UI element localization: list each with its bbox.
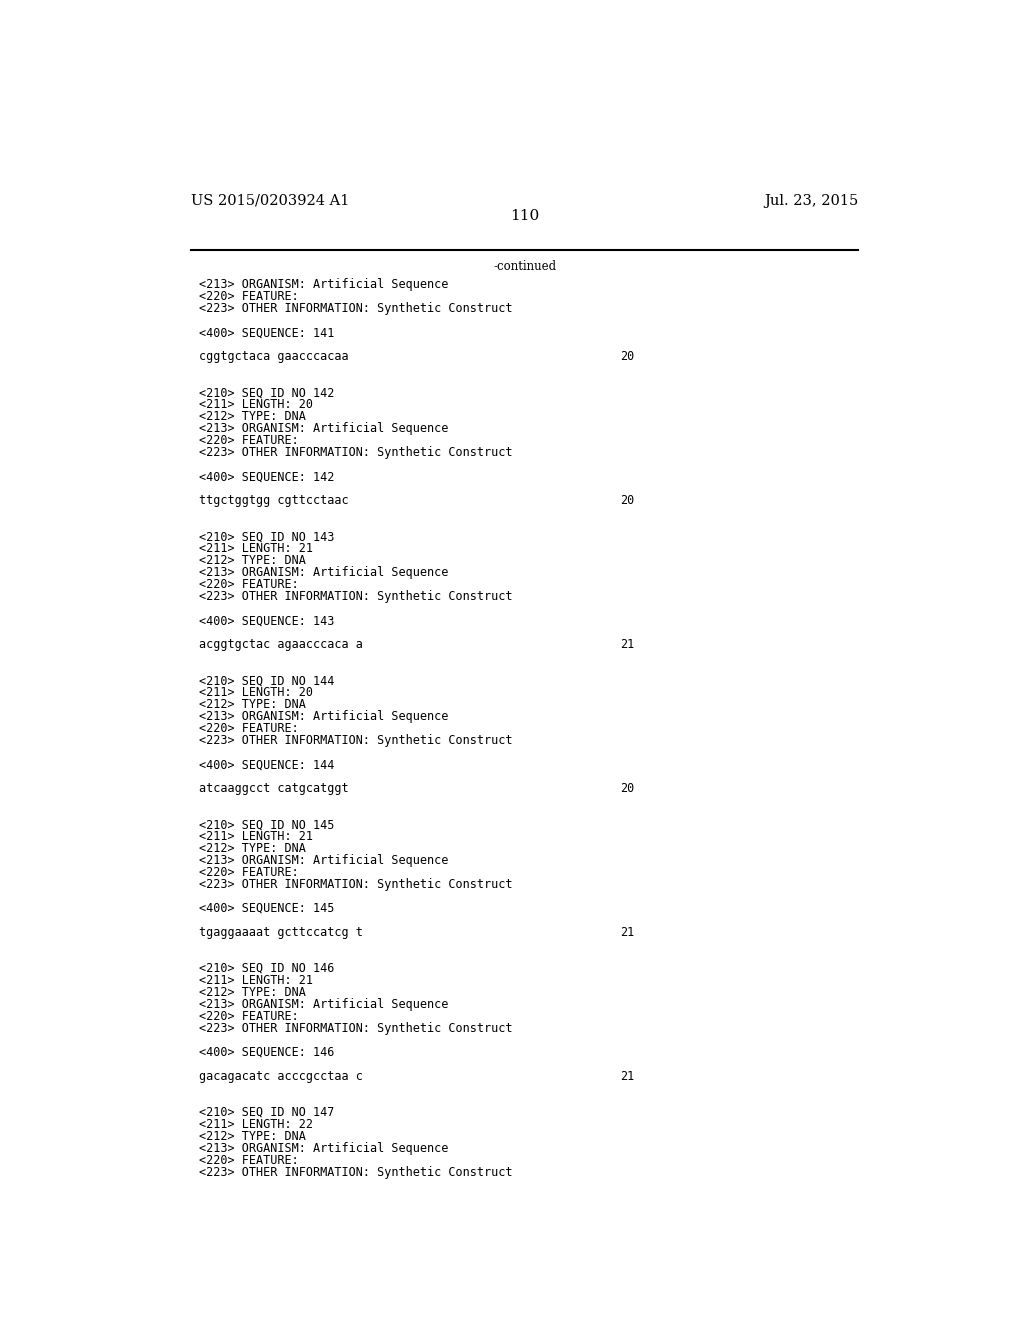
Text: <211> LENGTH: 21: <211> LENGTH: 21 xyxy=(200,974,313,987)
Text: <213> ORGANISM: Artificial Sequence: <213> ORGANISM: Artificial Sequence xyxy=(200,566,449,579)
Text: <213> ORGANISM: Artificial Sequence: <213> ORGANISM: Artificial Sequence xyxy=(200,998,449,1011)
Text: <212> TYPE: DNA: <212> TYPE: DNA xyxy=(200,842,306,855)
Text: <210> SEQ ID NO 143: <210> SEQ ID NO 143 xyxy=(200,531,335,544)
Text: <212> TYPE: DNA: <212> TYPE: DNA xyxy=(200,1130,306,1143)
Text: <220> FEATURE:: <220> FEATURE: xyxy=(200,1010,299,1023)
Text: <220> FEATURE:: <220> FEATURE: xyxy=(200,1154,299,1167)
Text: <220> FEATURE:: <220> FEATURE: xyxy=(200,866,299,879)
Text: <220> FEATURE:: <220> FEATURE: xyxy=(200,290,299,304)
Text: <212> TYPE: DNA: <212> TYPE: DNA xyxy=(200,698,306,711)
Text: <213> ORGANISM: Artificial Sequence: <213> ORGANISM: Artificial Sequence xyxy=(200,279,449,292)
Text: gacagacatc acccgcctaa c: gacagacatc acccgcctaa c xyxy=(200,1071,364,1082)
Text: <211> LENGTH: 22: <211> LENGTH: 22 xyxy=(200,1118,313,1131)
Text: 21: 21 xyxy=(620,1071,634,1082)
Text: <223> OTHER INFORMATION: Synthetic Construct: <223> OTHER INFORMATION: Synthetic Const… xyxy=(200,446,513,459)
Text: ttgctggtgg cgttcctaac: ttgctggtgg cgttcctaac xyxy=(200,494,349,507)
Text: <400> SEQUENCE: 143: <400> SEQUENCE: 143 xyxy=(200,614,335,627)
Text: 110: 110 xyxy=(510,210,540,223)
Text: US 2015/0203924 A1: US 2015/0203924 A1 xyxy=(191,194,350,209)
Text: <210> SEQ ID NO 145: <210> SEQ ID NO 145 xyxy=(200,818,335,832)
Text: <223> OTHER INFORMATION: Synthetic Construct: <223> OTHER INFORMATION: Synthetic Const… xyxy=(200,1022,513,1035)
Text: <400> SEQUENCE: 146: <400> SEQUENCE: 146 xyxy=(200,1045,335,1059)
Text: <213> ORGANISM: Artificial Sequence: <213> ORGANISM: Artificial Sequence xyxy=(200,854,449,867)
Text: <220> FEATURE:: <220> FEATURE: xyxy=(200,578,299,591)
Text: 21: 21 xyxy=(620,638,634,651)
Text: <223> OTHER INFORMATION: Synthetic Construct: <223> OTHER INFORMATION: Synthetic Const… xyxy=(200,878,513,891)
Text: tgaggaaaat gcttccatcg t: tgaggaaaat gcttccatcg t xyxy=(200,927,364,939)
Text: <223> OTHER INFORMATION: Synthetic Construct: <223> OTHER INFORMATION: Synthetic Const… xyxy=(200,734,513,747)
Text: atcaaggcct catgcatggt: atcaaggcct catgcatggt xyxy=(200,781,349,795)
Text: <212> TYPE: DNA: <212> TYPE: DNA xyxy=(200,986,306,999)
Text: <210> SEQ ID NO 146: <210> SEQ ID NO 146 xyxy=(200,962,335,975)
Text: <400> SEQUENCE: 144: <400> SEQUENCE: 144 xyxy=(200,758,335,771)
Text: -continued: -continued xyxy=(494,260,556,273)
Text: <212> TYPE: DNA: <212> TYPE: DNA xyxy=(200,554,306,568)
Text: <400> SEQUENCE: 141: <400> SEQUENCE: 141 xyxy=(200,326,335,339)
Text: <223> OTHER INFORMATION: Synthetic Construct: <223> OTHER INFORMATION: Synthetic Const… xyxy=(200,302,513,315)
Text: <211> LENGTH: 21: <211> LENGTH: 21 xyxy=(200,543,313,556)
Text: <210> SEQ ID NO 147: <210> SEQ ID NO 147 xyxy=(200,1106,335,1119)
Text: <211> LENGTH: 21: <211> LENGTH: 21 xyxy=(200,830,313,843)
Text: 20: 20 xyxy=(620,781,634,795)
Text: <213> ORGANISM: Artificial Sequence: <213> ORGANISM: Artificial Sequence xyxy=(200,1142,449,1155)
Text: Jul. 23, 2015: Jul. 23, 2015 xyxy=(764,194,858,209)
Text: <211> LENGTH: 20: <211> LENGTH: 20 xyxy=(200,399,313,412)
Text: acggtgctac agaacccaca a: acggtgctac agaacccaca a xyxy=(200,638,364,651)
Text: <220> FEATURE:: <220> FEATURE: xyxy=(200,434,299,447)
Text: 20: 20 xyxy=(620,350,634,363)
Text: <400> SEQUENCE: 145: <400> SEQUENCE: 145 xyxy=(200,902,335,915)
Text: <212> TYPE: DNA: <212> TYPE: DNA xyxy=(200,411,306,424)
Text: <400> SEQUENCE: 142: <400> SEQUENCE: 142 xyxy=(200,470,335,483)
Text: <220> FEATURE:: <220> FEATURE: xyxy=(200,722,299,735)
Text: <210> SEQ ID NO 142: <210> SEQ ID NO 142 xyxy=(200,387,335,399)
Text: <223> OTHER INFORMATION: Synthetic Construct: <223> OTHER INFORMATION: Synthetic Const… xyxy=(200,590,513,603)
Text: <211> LENGTH: 20: <211> LENGTH: 20 xyxy=(200,686,313,700)
Text: <223> OTHER INFORMATION: Synthetic Construct: <223> OTHER INFORMATION: Synthetic Const… xyxy=(200,1166,513,1179)
Text: <210> SEQ ID NO 144: <210> SEQ ID NO 144 xyxy=(200,675,335,688)
Text: <213> ORGANISM: Artificial Sequence: <213> ORGANISM: Artificial Sequence xyxy=(200,710,449,723)
Text: 20: 20 xyxy=(620,494,634,507)
Text: cggtgctaca gaacccacaa: cggtgctaca gaacccacaa xyxy=(200,350,349,363)
Text: 21: 21 xyxy=(620,927,634,939)
Text: <213> ORGANISM: Artificial Sequence: <213> ORGANISM: Artificial Sequence xyxy=(200,422,449,436)
